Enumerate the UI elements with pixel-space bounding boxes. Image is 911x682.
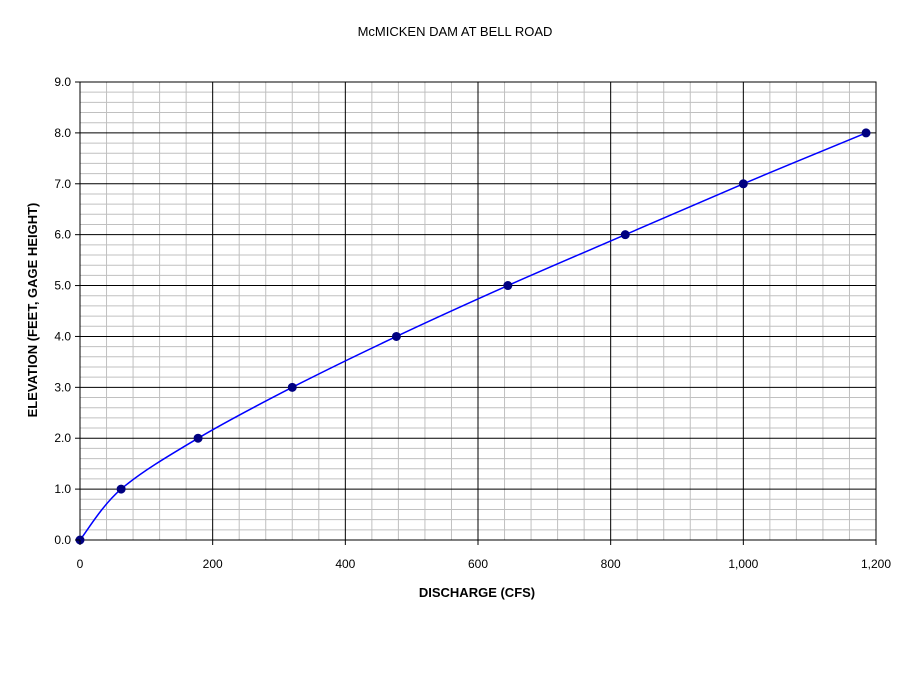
data-point	[503, 281, 513, 291]
data-point	[116, 484, 126, 494]
y-axis-ticks: 0.0 1.0 2.0 3.0 4.0 5.0 6.0 7.0 8.0 9.0	[54, 75, 80, 547]
y-tick-label: 0.0	[54, 533, 71, 547]
data-point	[193, 433, 203, 443]
x-tick-label: 800	[601, 557, 621, 571]
data-point	[861, 128, 871, 138]
data-point	[620, 230, 630, 240]
x-tick-label: 600	[468, 557, 488, 571]
y-tick-label: 8.0	[54, 126, 71, 140]
data-point	[391, 331, 401, 341]
y-tick-label: 3.0	[54, 380, 71, 394]
x-tick-label: 400	[335, 557, 355, 571]
y-tick-label: 4.0	[54, 329, 71, 343]
series-line	[79, 132, 867, 541]
y-tick-label: 9.0	[54, 75, 71, 89]
y-tick-label: 6.0	[54, 228, 71, 242]
data-point	[287, 382, 297, 392]
y-tick-label: 2.0	[54, 431, 71, 445]
data-point	[738, 179, 748, 189]
x-tick-label: 1,200	[861, 557, 891, 571]
y-axis-title: ELEVATION (FEET, GAGE HEIGHT)	[25, 203, 40, 418]
x-axis-ticks: 0 200 400 600 800 1,000 1,200	[77, 540, 891, 571]
x-tick-label: 200	[203, 557, 223, 571]
x-tick-label: 0	[77, 557, 84, 571]
y-tick-label: 7.0	[54, 177, 71, 191]
series-layer	[75, 128, 871, 545]
chart-title: McMICKEN DAM AT BELL ROAD	[358, 24, 553, 39]
y-tick-label: 1.0	[54, 482, 71, 496]
y-tick-label: 5.0	[54, 279, 71, 293]
x-axis-title: DISCHARGE (CFS)	[419, 585, 535, 600]
x-tick-label: 1,000	[728, 557, 758, 571]
